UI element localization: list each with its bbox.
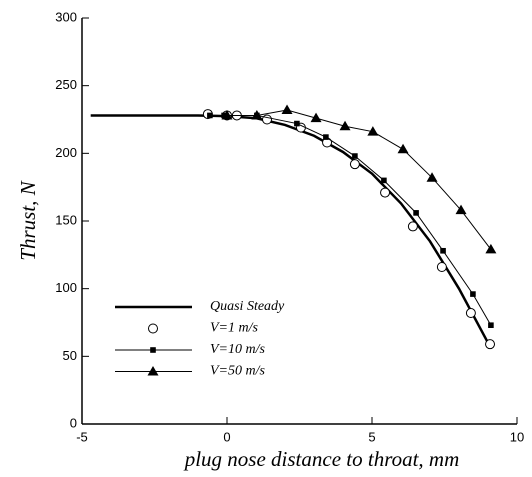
- data-point: [262, 114, 273, 125]
- data-point: [281, 104, 293, 115]
- y-tick-label: 200: [55, 145, 77, 160]
- data-point: [352, 153, 358, 159]
- data-point: [221, 109, 233, 120]
- data-point: [413, 210, 419, 216]
- data-point: [436, 262, 447, 273]
- x-axis-title: plug nose distance to throat, mm: [183, 447, 460, 471]
- y-axis-title: Thrust, N: [16, 180, 40, 260]
- data-point: [465, 308, 476, 319]
- data-point: [381, 177, 387, 184]
- series-line: [227, 109, 492, 250]
- data-point: [323, 134, 329, 140]
- x-tick-label: 5: [368, 429, 375, 444]
- legend-label: V=50 m/s: [210, 364, 265, 379]
- series-line: [90, 114, 490, 344]
- y-tick-label: 150: [55, 212, 77, 227]
- data-point: [367, 126, 379, 136]
- data-point: [426, 172, 438, 182]
- data-point: [488, 322, 494, 329]
- data-point: [251, 109, 263, 120]
- data-point: [380, 187, 391, 198]
- data-point: [470, 291, 476, 297]
- data-point: [294, 120, 300, 127]
- data-point: [349, 159, 360, 170]
- series-line: [209, 114, 492, 326]
- data-point: [207, 112, 213, 119]
- legend-label: V=1 m/s: [210, 321, 258, 336]
- legend-label: Quasi Steady: [210, 299, 285, 314]
- data-point: [455, 204, 467, 215]
- data-point: [440, 247, 446, 254]
- y-tick-label: 100: [55, 280, 77, 295]
- legend-marker: [147, 366, 159, 376]
- y-tick-label: 250: [55, 77, 77, 92]
- data-point: [339, 120, 351, 131]
- legend-label: V=10 m/s: [210, 342, 265, 357]
- x-tick-label: 10: [510, 429, 524, 444]
- x-tick-label: 0: [223, 429, 230, 444]
- legend-marker: [150, 347, 156, 353]
- legend-marker: [148, 323, 158, 334]
- data-point: [310, 112, 322, 123]
- y-tick-label: 0: [70, 415, 77, 430]
- data-point: [485, 339, 496, 350]
- y-tick-label: 300: [55, 9, 77, 24]
- data-point: [485, 243, 497, 254]
- x-tick-label: -5: [76, 429, 88, 444]
- y-tick-label: 50: [63, 348, 77, 363]
- data-point: [407, 221, 418, 232]
- data-point: [397, 143, 409, 154]
